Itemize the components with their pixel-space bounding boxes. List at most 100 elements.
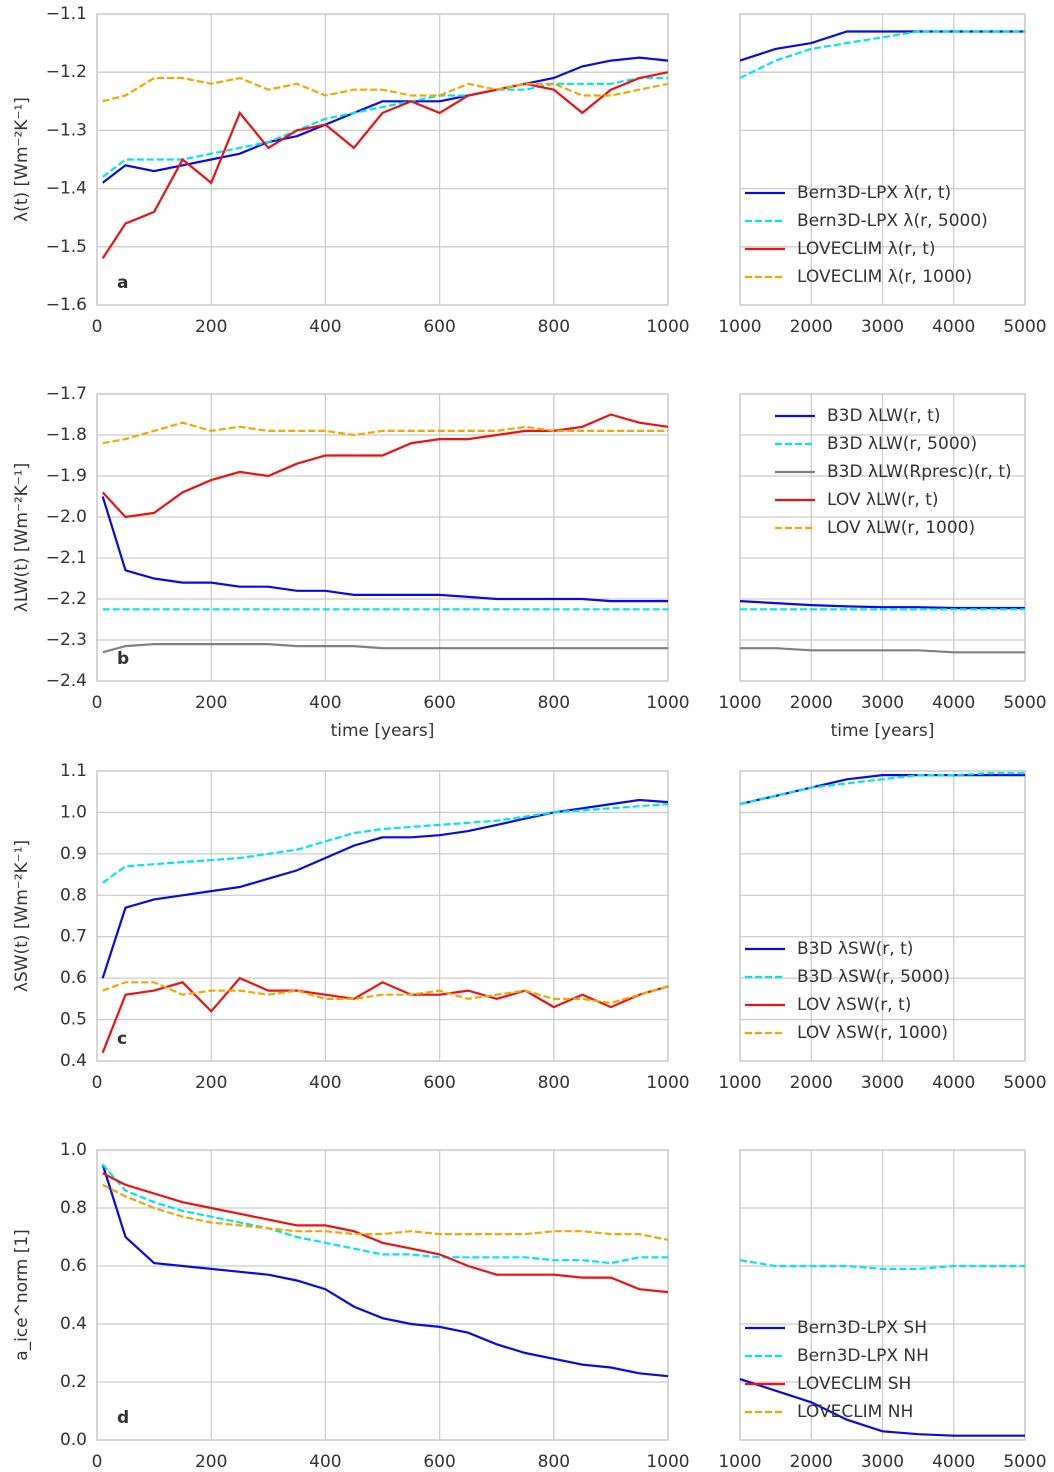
x-tick-label: 0 [92, 1073, 103, 1093]
x-axis-label: time [years] [831, 721, 935, 741]
series-line [101, 1163, 668, 1265]
legend-label: B3D λSW(r, 5000) [797, 967, 950, 987]
y-tick-label: 0.4 [60, 1314, 87, 1334]
panel-label: d [117, 1408, 129, 1428]
series-line [102, 76, 668, 178]
series-line [102, 643, 668, 654]
x-tick-label: 400 [309, 317, 341, 337]
y-tick-label: −1.8 [46, 425, 87, 445]
x-tick-label: 3000 [861, 1073, 904, 1093]
series-line [740, 647, 1025, 654]
x-tick-label: 800 [538, 317, 570, 337]
series-line [739, 600, 1025, 610]
series-line [739, 30, 1025, 79]
y-tick-label: 0.9 [60, 844, 87, 864]
y-tick-label: 0.8 [60, 1198, 87, 1218]
x-tick-label: 2000 [790, 1452, 833, 1472]
y-tick-label: 1.0 [60, 1140, 87, 1160]
x-tick-label: 600 [423, 693, 455, 713]
plot-frame [96, 770, 669, 1062]
legend-label: LOVECLIM NH [797, 1402, 913, 1422]
x-tick-label: 2000 [790, 1073, 833, 1093]
x-tick-label: 5000 [1003, 1073, 1046, 1093]
legend-label: LOVECLIM λ(r, t) [797, 239, 936, 259]
legend-label: Bern3D-LPX SH [797, 1318, 927, 1338]
x-tick-label: 1000 [718, 693, 761, 713]
x-tick-label: 2000 [790, 317, 833, 337]
x-tick-label: 1000 [646, 1073, 689, 1093]
y-tick-label: −1.2 [46, 62, 87, 82]
series-line [102, 56, 669, 184]
y-axis-label: a_ice^norm [1] [12, 1229, 32, 1361]
series-line [102, 1172, 669, 1294]
x-tick-label: 4000 [932, 317, 975, 337]
x-tick-label: 1000 [646, 317, 689, 337]
series-line [101, 413, 669, 519]
plot-frame [739, 13, 1026, 306]
series-line [739, 1259, 1025, 1270]
x-tick-label: 800 [538, 1452, 570, 1472]
series-line [102, 421, 668, 445]
legend-label: B3D λLW(r, 5000) [827, 434, 977, 454]
plot-frame [739, 1149, 1026, 1441]
legend-label: LOV λLW(r, t) [827, 490, 939, 510]
x-tick-label: 800 [538, 1073, 570, 1093]
legend-label: LOVECLIM λ(r, 1000) [797, 267, 972, 287]
plot-frame [739, 393, 1026, 682]
legend-label: LOV λSW(r, t) [797, 995, 911, 1015]
legend-label: Bern3D-LPX λ(r, 5000) [797, 211, 988, 231]
x-tick-label: 400 [309, 693, 341, 713]
y-tick-label: −1.3 [46, 120, 87, 140]
x-tick-label: 200 [195, 693, 227, 713]
series-line [101, 496, 668, 603]
series-line [739, 1378, 1025, 1437]
x-tick-label: 0 [92, 317, 103, 337]
x-tick-label: 5000 [1003, 1452, 1046, 1472]
x-tick-label: 0 [92, 693, 103, 713]
panel-label: c [117, 1029, 127, 1049]
legend-label: B3D λLW(r, t) [827, 406, 940, 426]
series-line [102, 981, 669, 1005]
x-tick-label: 0 [92, 1452, 103, 1472]
x-tick-label: 1000 [718, 1452, 761, 1472]
x-tick-label: 600 [423, 317, 455, 337]
series-line [101, 976, 669, 1054]
x-tick-label: 400 [309, 1452, 341, 1472]
y-tick-label: 0.8 [60, 885, 87, 905]
y-tick-label: 0.2 [60, 1372, 87, 1392]
y-tick-label: 0.6 [60, 1256, 87, 1276]
x-tick-label: 1000 [718, 1073, 761, 1093]
x-tick-label: 600 [423, 1452, 455, 1472]
series-line [739, 774, 1025, 806]
x-tick-label: 3000 [861, 317, 904, 337]
series-line [739, 772, 1025, 806]
series-line [101, 1164, 669, 1378]
y-tick-label: −2.1 [46, 548, 87, 568]
legend-label: LOV λSW(r, 1000) [797, 1023, 948, 1043]
plot-frame [739, 770, 1026, 1062]
x-tick-label: 3000 [861, 693, 904, 713]
panel-label: a [117, 273, 128, 293]
series-line [101, 71, 669, 260]
plot-frame [96, 13, 669, 306]
y-tick-label: −1.4 [46, 179, 87, 199]
legend-label: LOV λLW(r, 1000) [827, 518, 975, 538]
x-tick-label: 200 [195, 317, 227, 337]
legend-label: LOVECLIM SH [797, 1374, 911, 1394]
x-tick-label: 5000 [1003, 317, 1046, 337]
x-tick-label: 5000 [1003, 693, 1046, 713]
x-tick-label: 2000 [790, 693, 833, 713]
series-line [102, 1183, 669, 1241]
x-tick-label: 200 [195, 1073, 227, 1093]
x-tick-label: 4000 [932, 1452, 975, 1472]
y-tick-label: −1.6 [46, 295, 87, 315]
y-tick-label: −1.9 [46, 466, 87, 486]
series-line [102, 76, 669, 103]
y-axis-label: λLW(t) [Wm⁻²K⁻¹] [12, 463, 32, 612]
series-line [102, 803, 669, 884]
series-line [101, 798, 669, 979]
x-tick-label: 200 [195, 1452, 227, 1472]
y-axis-label: λ(t) [Wm⁻²K⁻¹] [12, 97, 32, 222]
x-tick-label: 3000 [861, 1452, 904, 1472]
